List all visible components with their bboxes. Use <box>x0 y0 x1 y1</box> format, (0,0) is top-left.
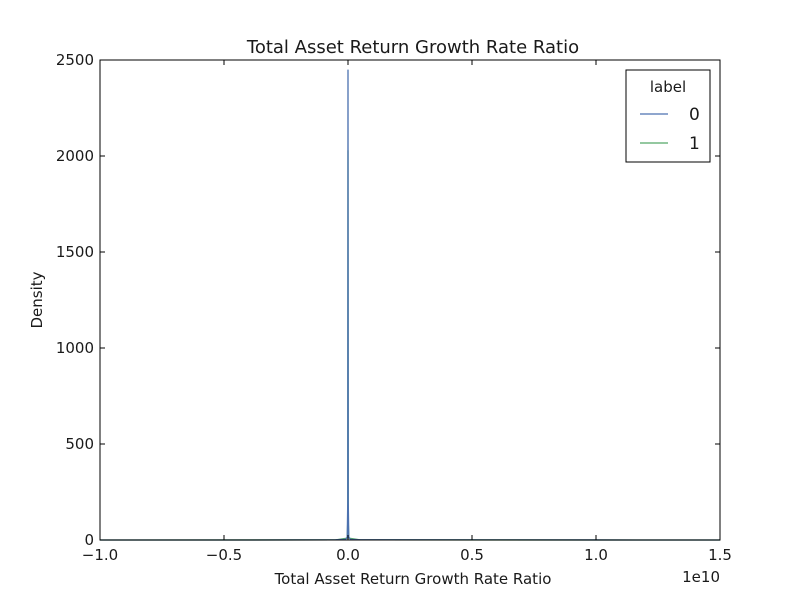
plot-frame <box>99 59 721 541</box>
y-tick-label: 0 <box>84 531 94 549</box>
x-tick-label: −1.0 <box>82 546 118 564</box>
y-tick-label: 1500 <box>56 243 94 261</box>
x-tick-label: 0.5 <box>460 546 484 564</box>
legend-label-series-1: 1 <box>689 134 700 154</box>
x-tick-label: 1.5 <box>708 546 732 564</box>
y-tick-label: 500 <box>65 435 94 453</box>
y-tick-label: 1000 <box>56 339 94 357</box>
legend-title: label <box>650 78 686 96</box>
y-tick-label: 2500 <box>56 51 94 69</box>
chart-title: Total Asset Return Growth Rate Ratio <box>246 37 579 58</box>
plot-area <box>100 60 720 540</box>
legend-box <box>625 69 711 163</box>
y-tick-label: 2000 <box>56 147 94 165</box>
ticks-layer: −1.0 −0.5 0.0 0.5 1.0 1.5 0 500 1000 1500 2000 2500 <box>56 51 732 564</box>
x-tick-label: 1.0 <box>584 546 608 564</box>
x-axis-offset-label: 1e10 <box>682 568 720 586</box>
legend: label 0 1 <box>625 69 711 163</box>
legend-label-series-0: 0 <box>689 105 700 125</box>
y-axis-label: Density <box>28 271 46 328</box>
x-tick-label: −0.5 <box>206 546 242 564</box>
x-tick-label: 0.0 <box>336 546 360 564</box>
x-axis-label: Total Asset Return Growth Rate Ratio <box>274 570 552 588</box>
